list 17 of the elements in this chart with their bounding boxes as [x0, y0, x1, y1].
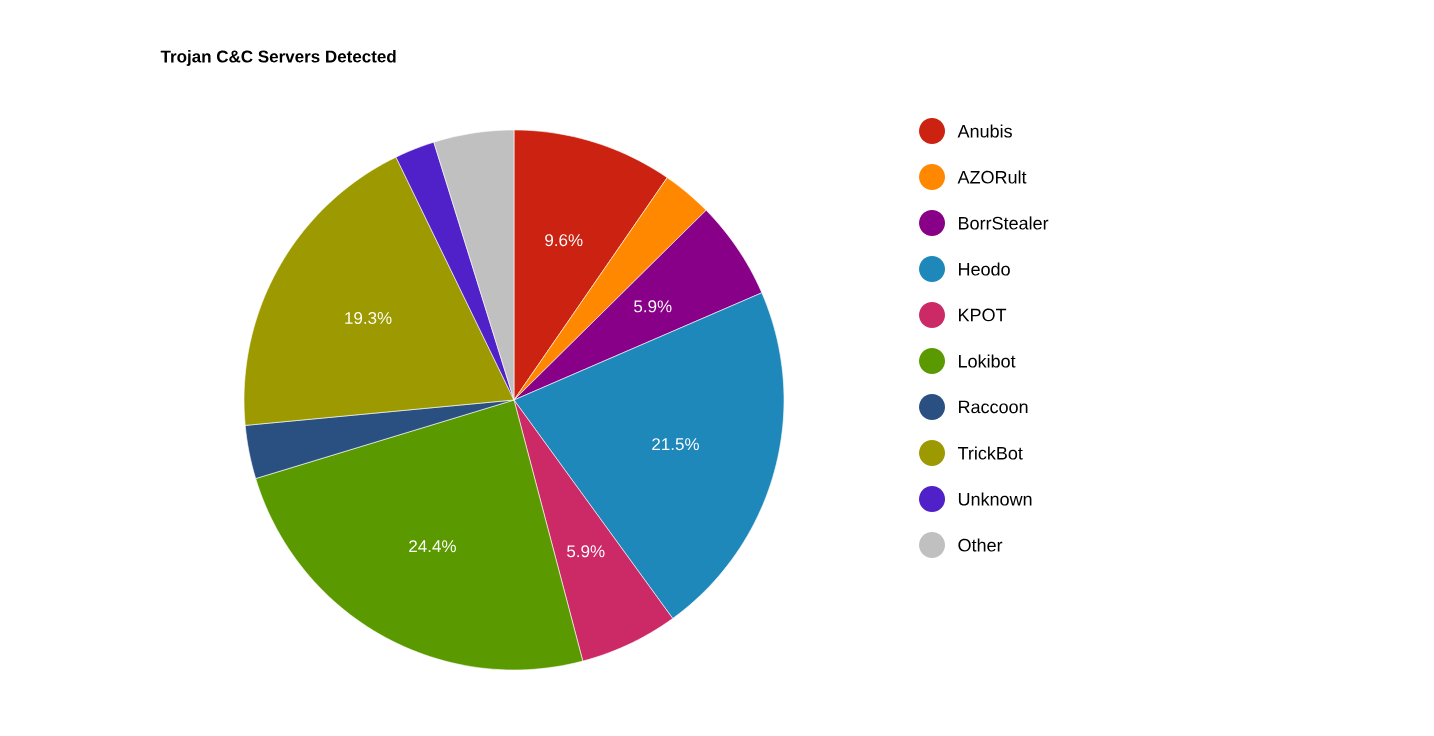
legend-label: AZORult	[957, 170, 1027, 184]
data-label: 24.4%	[409, 540, 456, 553]
chart-title: Trojan C&C Servers Detected	[160, 50, 396, 66]
data-label: 5.9%	[567, 545, 605, 558]
legend-label: Heodo	[959, 262, 1010, 276]
legend-label: Lokibot	[959, 354, 1016, 368]
data-label: 19.3%	[345, 311, 392, 324]
data-label: 9.6%	[545, 234, 583, 247]
legend-label: Raccoon	[959, 400, 1028, 414]
legend-label: Anubis	[957, 124, 1012, 138]
legend-label: Unknown	[958, 492, 1032, 506]
legend-label: BorrStealer	[959, 216, 1049, 230]
legend-label: TrickBot	[957, 446, 1023, 460]
legend-label: KPOT	[959, 308, 1007, 322]
legend-label: Other	[958, 538, 1003, 552]
data-label: 5.9%	[634, 300, 672, 313]
data-label: 21.5%	[652, 438, 699, 451]
